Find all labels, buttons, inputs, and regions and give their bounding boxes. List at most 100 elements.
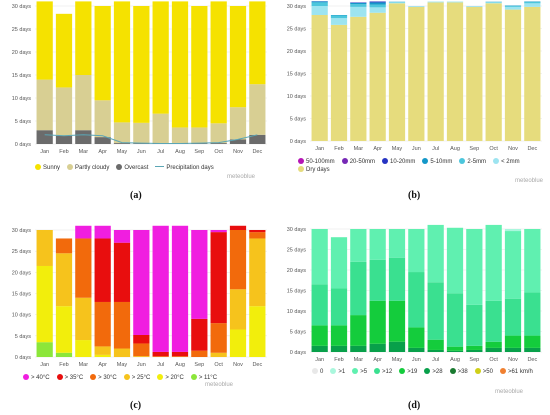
bar-segment: [524, 6, 541, 142]
bar-segment: [330, 345, 348, 352]
y-tick-label: 5 days: [15, 119, 31, 125]
bar-segment: [369, 229, 386, 260]
legend-swatch: [155, 166, 165, 167]
bar-segment: [369, 2, 386, 5]
bar-segment: [427, 349, 444, 352]
bar-segment: [446, 346, 464, 351]
y-tick-label: 15 days: [12, 73, 32, 79]
bar-segment: [388, 300, 406, 342]
bar-segment: [369, 4, 386, 8]
x-tick-label: Jan: [40, 362, 49, 368]
bar-segment: [350, 261, 367, 316]
x-tick-label: Oct: [489, 357, 498, 363]
x-tick-label: Dec: [527, 357, 537, 363]
bar-segment: [75, 75, 92, 131]
bar-segment: [133, 356, 150, 357]
bar-segment: [75, 225, 92, 239]
chart-a-caption: (a): [130, 190, 142, 201]
bar-segment: [249, 306, 266, 357]
bar-segment: [504, 347, 522, 352]
bar-segment: [94, 100, 111, 138]
bar-segment: [504, 6, 522, 7]
x-tick-label: Sep: [194, 149, 204, 155]
bar-segment: [94, 6, 111, 101]
legend-item: 0: [312, 368, 323, 376]
bar-segment: [249, 1, 266, 85]
x-tick-label: Feb: [334, 146, 343, 152]
x-tick-label: Mar: [354, 357, 364, 363]
bar-segment: [210, 323, 227, 353]
x-tick-label: Dec: [527, 146, 537, 152]
x-tick-label: May: [392, 146, 403, 152]
x-tick-label: Aug: [450, 357, 460, 363]
bar-segment: [446, 2, 464, 142]
bar-segment: [485, 341, 502, 348]
y-tick-label: 25 days: [287, 27, 307, 33]
x-tick-label: Nov: [508, 146, 518, 152]
bar-segment: [311, 284, 328, 326]
x-tick-label: Apr: [98, 149, 107, 155]
bar-segment: [229, 225, 247, 230]
bar-segment: [350, 16, 367, 141]
legend-label: >61 km/h: [507, 369, 533, 375]
bar-segment: [171, 356, 189, 357]
bar-segment: [249, 238, 266, 307]
chart-a-credit: meteoblue: [227, 174, 256, 180]
legend-swatch: [298, 158, 304, 164]
x-tick-label: Jul: [432, 357, 439, 363]
bar-segment: [485, 300, 502, 342]
bar-segment: [191, 6, 208, 128]
bar-segment: [113, 242, 131, 302]
chart-c-svg: 0 days 5 days 10 days 15 days 20 days 25 days…: [12, 225, 267, 368]
legend-label: 20-50mm: [349, 159, 376, 165]
bar-segment: [485, 3, 502, 141]
bar-segment: [504, 335, 522, 348]
legend-swatch: [459, 158, 466, 164]
legend-item: 50-100mm: [298, 158, 335, 166]
y-tick-label: 10 days: [12, 313, 32, 319]
bar-segment: [350, 229, 367, 262]
x-tick-label: Aug: [175, 362, 185, 368]
bar-segment: [133, 6, 150, 123]
legend-label: >50: [482, 369, 493, 375]
y-tick-label: 25 days: [12, 249, 32, 255]
bar-segment: [94, 354, 111, 357]
legend-item: >1: [330, 368, 345, 376]
bar-segment: [369, 300, 386, 344]
x-tick-label: Mar: [79, 362, 89, 368]
y-tick-label: 5 days: [290, 330, 306, 336]
legend-label: >5: [360, 369, 368, 375]
legend-label: > 25°C: [131, 375, 151, 381]
x-tick-label: Jul: [157, 149, 164, 155]
legend-swatch: [382, 158, 389, 164]
bar-segment: [113, 122, 131, 144]
bar-segment: [171, 351, 189, 357]
chart-d-credit: meteoblue: [495, 389, 524, 395]
legend-label: > 40°C: [31, 375, 50, 381]
bar-segment: [152, 113, 169, 144]
legend-swatch: [123, 374, 130, 380]
bar-segment: [94, 346, 111, 355]
chart-c-credit: meteoblue: [205, 382, 234, 388]
bar-segment: [524, 292, 541, 336]
bar-segment: [94, 225, 111, 239]
y-tick-label: 15 days: [12, 292, 32, 298]
x-tick-label: Sep: [469, 146, 479, 152]
bar-segment: [369, 1, 386, 3]
bar-segment: [408, 272, 425, 328]
y-tick-label: 25 days: [287, 248, 307, 254]
legend-label: Overcast: [124, 165, 149, 171]
x-tick-label: Jun: [412, 357, 421, 363]
chart-d-legend: 0 >1 >5 >12 >19 >28 >38 >50 >61 km/h: [312, 368, 545, 376]
legend-label: 0: [320, 369, 324, 375]
chart-a-legend: Sunny Partly cloudy Overcast Precipitation …: [35, 164, 270, 172]
legend-item: Precipitation days: [155, 164, 214, 172]
legend-swatch: [499, 368, 506, 374]
bar-segment: [427, 339, 444, 350]
x-tick-label: Oct: [489, 146, 498, 152]
legend-swatch: [157, 374, 164, 380]
legend-label: >12: [382, 369, 393, 375]
bar-segment: [55, 135, 73, 144]
legend-item: >19: [399, 368, 417, 376]
bar-segment: [466, 345, 483, 350]
